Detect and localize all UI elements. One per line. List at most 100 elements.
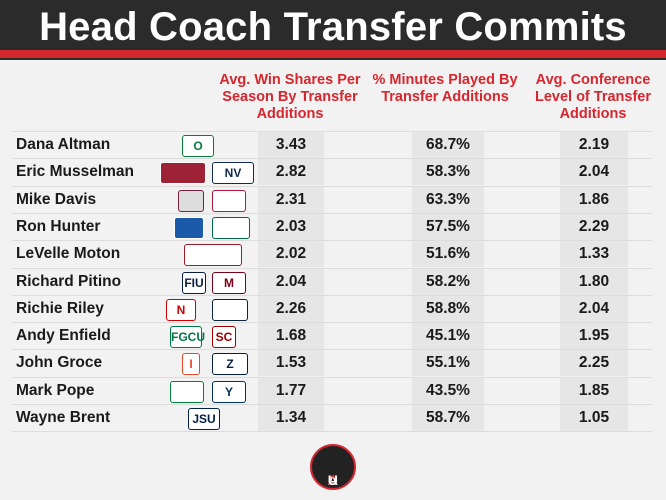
win-shares-value-cell: 2.31 [258,186,324,213]
coach-name: Richie Riley [16,299,104,317]
conference-level-value-cell: 1.33 [560,241,628,268]
minutes-value: 63.3% [426,190,470,208]
minutes-value-cell: 51.6% [412,241,484,268]
conference-level-value: 2.25 [578,354,610,372]
win-shares-value-cell: 1.77 [258,377,324,404]
minutes-value: 55.1% [426,354,470,372]
conference-level-value: 1.86 [578,190,610,208]
uvu-logo [170,380,204,403]
coach-name: Mark Pope [16,381,95,399]
conference-level-value-cell: 2.29 [560,213,628,240]
minnesota-logo: M [212,271,246,294]
byu-logo: Y [212,380,246,403]
minutes-value: 58.8% [426,299,470,317]
win-shares-value: 2.82 [275,163,307,181]
win-shares-value-cell: 2.26 [258,295,324,322]
coach-name: Ron Hunter [16,217,101,235]
conference-level-value-cell: 2.19 [560,132,628,158]
win-shares-value-cell: 3.43 [258,132,324,158]
coach-name: Eric Musselman [16,163,135,181]
table-row: Richard Pitino FIU M 2.04 58.2% 1.80 [12,267,652,295]
win-shares-value: 1.77 [275,381,307,399]
nevada-logo: NV [212,162,254,185]
conference-level-value: 2.04 [578,163,610,181]
conference-level-value-cell: 1.05 [560,405,628,431]
conference-level-value-cell: 2.04 [560,159,628,186]
nebraska-logo: N [166,298,196,321]
table-row: Mark Pope Y 1.77 43.5% 1.85 [12,376,652,404]
win-shares-value: 2.26 [275,299,307,317]
conference-level-value: 2.29 [578,217,610,235]
conference-level-value: 1.95 [578,327,610,345]
win-shares-value-cell: 1.53 [258,350,324,377]
illinois-logo: I [182,353,200,376]
georgia-state-logo [174,216,204,239]
table-row: Eric Musselman NV 2.82 58.3% 2.04 [12,158,652,186]
win-shares-value-cell: 1.68 [258,323,324,350]
conference-level-value-cell: 1.80 [560,268,628,295]
win-shares-value: 1.53 [275,354,307,372]
minutes-value-cell: 58.3% [412,159,484,186]
win-shares-value: 1.34 [275,409,307,426]
table-row: Ron Hunter 2.03 57.5% 2.29 [12,212,652,240]
minutes-value: 58.3% [426,163,470,181]
column-header-conference-level: Avg. Conference Level of Transfer Additi… [534,72,652,122]
coach-name: Dana Altman [16,136,111,153]
coach-name: LeVelle Moton [16,245,121,263]
nccu-logo [184,244,242,267]
coach-name: John Groce [16,354,103,372]
conference-level-value: 2.19 [578,136,610,153]
coach-name: Mike Davis [16,190,97,208]
win-shares-value: 2.03 [275,217,307,235]
table-row: Richie Riley N 2.26 58.8% 2.04 [12,294,652,322]
conference-level-value-cell: 2.25 [560,350,628,377]
coach-name: Andy Enfield [16,327,111,345]
akron-logo: Z [212,353,248,376]
arkansas-logo [160,162,206,185]
fgcu-logo: FGCU [170,326,205,349]
conference-level-value-cell: 2.04 [560,295,628,322]
conference-level-value: 2.04 [578,299,610,317]
column-header-win-shares: Avg. Win Shares Per Season By Transfer A… [219,72,361,122]
tulane-logo [212,216,250,239]
win-shares-value-cell: 2.82 [258,159,324,186]
oregon-logo: O [182,135,214,157]
page-title: Head Coach Transfer Commits [39,5,627,49]
win-shares-value-cell: 2.04 [258,268,324,295]
tsu-logo [178,189,204,212]
conference-level-value: 1.80 [578,272,610,290]
table-row: Wayne Brent JSU 1.34 58.7% 1.05 [12,404,652,432]
minutes-value: 43.5% [426,381,470,399]
win-shares-value: 2.31 [275,190,307,208]
table-row: Mike Davis 2.31 63.3% 1.86 [12,185,652,213]
win-shares-value: 1.68 [275,327,307,345]
south-alabama-logo [212,298,248,321]
minutes-value: 45.1% [426,327,470,345]
minutes-value: 68.7% [426,136,470,153]
minutes-value-cell: 58.2% [412,268,484,295]
win-shares-value: 2.02 [275,245,307,263]
minutes-value-cell: 43.5% [412,377,484,404]
conference-level-value: 1.05 [578,409,610,426]
minutes-value-cell: 58.8% [412,295,484,322]
minutes-value-cell: 55.1% [412,350,484,377]
minutes-value: 57.5% [426,217,470,235]
minutes-value: 58.7% [426,409,470,426]
win-shares-value-cell: 2.02 [258,241,324,268]
coach-name: Richard Pitino [16,272,122,290]
conference-level-value-cell: 1.85 [560,377,628,404]
coach-name: Wayne Brent [16,409,111,426]
fiu-logo: FIU [182,271,206,294]
column-header-minutes: % Minutes Played By Transfer Additions [372,72,518,105]
usc-logo: SC [212,326,236,349]
conference-level-value-cell: 1.86 [560,186,628,213]
jackson-state-logo: JSU [188,408,220,430]
conference-level-value-cell: 1.95 [560,323,628,350]
minutes-value-cell: 45.1% [412,323,484,350]
table-row: LeVelle Moton 2.02 51.6% 1.33 [12,240,652,268]
minutes-value-cell: 63.3% [412,186,484,213]
minutes-value-cell: 68.7% [412,132,484,158]
table-row: Andy Enfield FGCU SC 1.68 45.1% 1.95 [12,322,652,350]
conference-level-value: 1.33 [578,245,610,263]
table-row: John Groce I Z 1.53 55.1% 2.25 [12,349,652,377]
